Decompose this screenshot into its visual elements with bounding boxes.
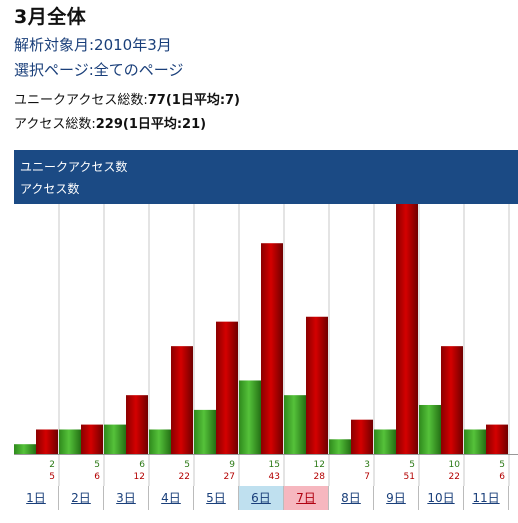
date-cell: 6日 [239, 486, 284, 510]
unique-value-label: 12 [314, 460, 325, 470]
chart-legend: ユニークアクセス数 アクセス数 [14, 150, 518, 204]
access-value-label: 5 [49, 472, 55, 482]
date-cell: 5日 [194, 486, 239, 510]
access-label: アクセス総数: [14, 117, 96, 132]
page-title: 3月全体 [14, 6, 87, 28]
unique-value-label: 3 [364, 460, 370, 470]
unique-value-label: 5 [409, 460, 415, 470]
date-cell: 2日 [59, 486, 104, 510]
unique-value-label: 5 [499, 460, 505, 470]
date-link[interactable]: 2日 [71, 491, 91, 505]
date-cell: 4日 [149, 486, 194, 510]
access-bar [396, 204, 418, 454]
date-link[interactable]: 3日 [116, 491, 136, 505]
unique-value-label: 15 [269, 460, 280, 470]
date-link[interactable]: 4日 [161, 491, 181, 505]
access-value-label: 12 [134, 472, 145, 482]
access-value-label: 7 [364, 472, 370, 482]
date-link[interactable]: 10日 [427, 491, 455, 505]
date-link[interactable]: 7日 [296, 491, 316, 505]
access-bar [351, 419, 373, 454]
date-link[interactable]: 5日 [206, 491, 226, 505]
date-link[interactable]: 9日 [386, 491, 406, 505]
access-bar [81, 424, 103, 454]
unique-bar [104, 424, 126, 454]
unique-bar [59, 429, 81, 454]
target-month: 解析対象月:2010年3月 [14, 36, 172, 54]
access-average: (1日平均:21) [122, 117, 207, 132]
unique-bar [464, 429, 486, 454]
access-bar [126, 395, 148, 454]
unique-value-label: 9 [229, 460, 235, 470]
unique-access-average: (1日平均:7) [165, 93, 241, 108]
access-value-label: 27 [224, 472, 235, 482]
access-value-label: 22 [449, 472, 460, 482]
selected-page: 選択ページ:全てのページ [14, 61, 184, 79]
unique-bar [14, 444, 36, 454]
access-value-label: 6 [499, 472, 505, 482]
access-bar [441, 346, 463, 454]
date-cell: 9日 [374, 486, 419, 510]
unique-bar [374, 429, 396, 454]
access-bar [306, 316, 328, 454]
access-bar [36, 429, 58, 454]
date-cell: 7日 [284, 486, 329, 510]
unique-value-label: 5 [184, 460, 190, 470]
access-total: 229 [95, 117, 123, 132]
date-link[interactable]: 6日 [251, 491, 271, 505]
unique-bar [284, 395, 306, 454]
legend-access-label: アクセス数 [20, 182, 80, 196]
access-bar [486, 424, 508, 454]
access-value-label: 28 [314, 472, 326, 482]
access-summary: アクセス総数:229(1日平均:21) [14, 113, 206, 132]
access-bar [216, 321, 238, 454]
unique-bar [239, 380, 261, 454]
access-bar [261, 243, 283, 454]
access-bar-chart: 2 5 5 6 6 12 5 22 9 27 15 43 12 28 3 7 5 51 10 22 5 6 [14, 204, 518, 486]
unique-bar [194, 409, 216, 454]
access-value-label: 51 [404, 472, 415, 482]
date-link[interactable]: 1日 [26, 491, 46, 505]
access-value-label: 22 [179, 472, 190, 482]
unique-value-label: 6 [139, 460, 145, 470]
unique-bar [419, 404, 441, 454]
unique-value-label: 5 [94, 460, 100, 470]
unique-value-label: 2 [49, 460, 55, 470]
date-cell: 10日 [419, 486, 464, 510]
date-link[interactable]: 8日 [341, 491, 361, 505]
unique-bar [329, 439, 351, 454]
date-cell: 3日 [104, 486, 149, 510]
date-link[interactable]: 11日 [472, 491, 500, 505]
date-cell: 1日 [14, 486, 59, 510]
access-value-label: 6 [94, 472, 100, 482]
unique-access-label: ユニークアクセス総数: [14, 93, 148, 108]
access-bar [171, 346, 193, 454]
legend-unique-label: ユニークアクセス数 [20, 160, 128, 174]
unique-access-summary: ユニークアクセス総数:77(1日平均:7) [14, 89, 240, 108]
unique-bar [149, 429, 171, 454]
access-value-label: 43 [269, 472, 280, 482]
date-cell: 8日 [329, 486, 374, 510]
date-cell: 11日 [464, 486, 509, 510]
unique-value-label: 10 [449, 460, 461, 470]
unique-access-total: 77 [147, 93, 166, 108]
